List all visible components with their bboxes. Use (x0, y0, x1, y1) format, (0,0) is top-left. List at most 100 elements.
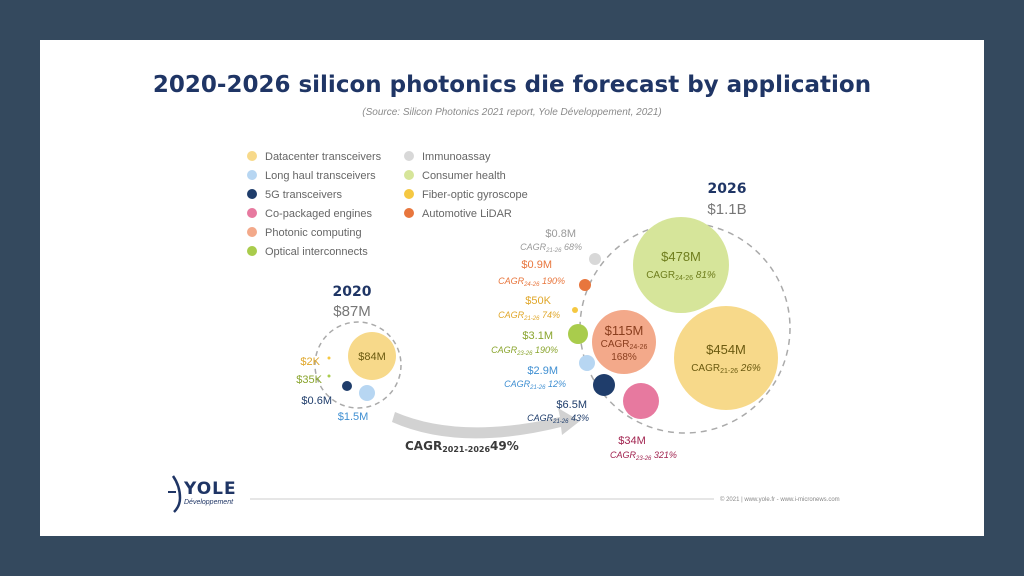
logo-swoosh-icon (171, 475, 182, 513)
bubble-chart: 2020-2026 silicon photonics die forecast… (153, 72, 871, 513)
bubble-long-haul-2020 (359, 385, 375, 401)
bubble-cagr-value: 168% (611, 352, 637, 363)
yole-logo: YOLE Développement (168, 475, 237, 513)
legend-label: Consumer health (422, 170, 506, 182)
chart-title: 2020-2026 silicon photonics die forecast… (153, 72, 871, 98)
legend-swatch (404, 170, 414, 180)
growth-arrow: CAGR2021-202649% (392, 408, 580, 454)
bubble-optical-2026 (568, 324, 588, 344)
bubble-cagr: CAGR21-26 68% (520, 242, 582, 254)
legend-label: Fiber-optic gyroscope (422, 189, 528, 201)
bubble-cagr-value: 190% (535, 345, 558, 355)
bubble-cagr-value: 12% (548, 379, 566, 389)
bubble-cagr: CAGR24-26 81% (646, 270, 716, 282)
legend-label: Co-packaged engines (265, 208, 373, 220)
chart-subtitle: (Source: Silicon Photonics 2021 report, … (362, 107, 661, 118)
bubble-value: $0.8M (545, 228, 576, 240)
legend-item-consumer-health: Consumer health (404, 170, 506, 182)
bubble-co-packaged-2026 (623, 383, 659, 419)
bubble-value: $6.5M (556, 399, 587, 411)
group-outline (314, 321, 402, 409)
legend-item-optical-interconnects: Optical interconnects (247, 246, 368, 258)
legend-swatch (247, 246, 257, 256)
overall-cagr-sub: 2021-2026 (442, 445, 490, 454)
legend-swatch (247, 170, 257, 180)
bubble-value: $0.9M (521, 259, 552, 271)
bubble-cagr: CAGR24-26 190% (498, 276, 565, 288)
group-2020: 2020 $87M $84M $2K $35K $0.6M $1.5M (296, 284, 402, 423)
bubble-optical-2020 (327, 374, 331, 378)
bubble-gyroscope-2026 (572, 307, 578, 313)
bubble-value: $454M (706, 342, 746, 357)
legend-swatch (247, 189, 257, 199)
group-total: $87M (333, 303, 371, 320)
bubble-cagr-value: 26% (740, 363, 761, 374)
legend-item-5g: 5G transceivers (247, 189, 343, 201)
legend-swatch (247, 208, 257, 218)
arrow-shape (392, 408, 580, 439)
group-2026: 2026 $1.1B $478M CAGR24-26 81% $454M CAG… (491, 181, 791, 462)
legend-item-long-haul: Long haul transceivers (247, 170, 376, 182)
legend-label: Photonic computing (265, 227, 362, 239)
bubble-cagr: CAGR21-26 74% (498, 310, 560, 322)
bubble-long-haul-2026 (579, 355, 595, 371)
bubble-value: $1.5M (338, 411, 369, 423)
bubble-5g-2026 (593, 374, 615, 396)
bubble-lidar-2026 (579, 279, 591, 291)
bubble-value: $115M (605, 323, 644, 338)
legend-label: Long haul transceivers (265, 170, 376, 182)
bubble-value: $3.1M (522, 330, 553, 342)
bubble-value: $0.6M (301, 395, 332, 407)
group-outline (579, 222, 791, 434)
bubble-cagr-value: 81% (696, 270, 716, 281)
legend-swatch (247, 151, 257, 161)
group-total: $1.1B (707, 201, 746, 218)
legend-swatch (404, 151, 414, 161)
legend-label: Immunoassay (422, 151, 491, 163)
legend: Datacenter transceivers Long haul transc… (247, 151, 528, 258)
bubble-gyroscope-2020 (327, 356, 331, 360)
bubble-value: $50K (525, 295, 551, 307)
bubble-immunoassay-2026 (589, 253, 601, 265)
bubble-cagr-value: 321% (654, 450, 677, 460)
overall-cagr-label: CAGR (405, 439, 442, 453)
legend-item-immunoassay: Immunoassay (404, 151, 491, 163)
bubble-cagr-value: 190% (542, 276, 565, 286)
legend-swatch (404, 189, 414, 199)
legend-item-datacenter: Datacenter transceivers (247, 151, 382, 163)
bubble-datacenter-2020 (348, 332, 396, 380)
bubble-cagr: CAGR23-26 190% (491, 345, 558, 357)
bubble-value: $2K (300, 356, 320, 368)
bubble-value: $34M (618, 435, 646, 447)
group-year: 2020 (333, 284, 372, 300)
footer: YOLE Développement © 2021 | www.yole.fr … (168, 475, 840, 513)
logo-text: YOLE (183, 479, 237, 499)
bubble-value: $35K (296, 374, 322, 386)
legend-swatch (247, 227, 257, 237)
slide: 2020-2026 silicon photonics die forecast… (40, 40, 984, 536)
bubble-value: $478M (661, 249, 701, 264)
legend-item-photonic-computing: Photonic computing (247, 227, 362, 239)
legend-label: Optical interconnects (265, 246, 368, 258)
logo-subtext: Développement (184, 499, 234, 506)
overall-cagr: CAGR2021-202649% (405, 439, 519, 454)
legend-item-lidar: Automotive LiDAR (404, 208, 512, 220)
bubble-cagr: CAGR21-26 26% (691, 363, 761, 375)
bubble-value: $2.9M (527, 365, 558, 377)
overall-cagr-value: 49% (490, 439, 519, 453)
legend-label: Datacenter transceivers (265, 151, 382, 163)
bubble-5g-2020 (342, 381, 352, 391)
footer-text: © 2021 | www.yole.fr - www.i-micronews.c… (720, 496, 840, 503)
bubble-photonic-computing-2026 (592, 310, 656, 374)
bubble-value: $84M (358, 351, 386, 363)
bubble-cagr-value: 74% (542, 310, 560, 320)
bubble-cagr: CAGR21-26 12% (504, 379, 566, 391)
bubble-datacenter-2026 (674, 306, 778, 410)
bubble-cagr-value: 68% (564, 242, 582, 252)
legend-swatch (404, 208, 414, 218)
bubble-cagr: CAGR23-26 321% (610, 450, 677, 462)
legend-label: Automotive LiDAR (422, 208, 512, 220)
bubble-consumer-health-2026 (633, 217, 729, 313)
group-year: 2026 (708, 181, 747, 197)
legend-item-gyroscope: Fiber-optic gyroscope (404, 189, 528, 201)
